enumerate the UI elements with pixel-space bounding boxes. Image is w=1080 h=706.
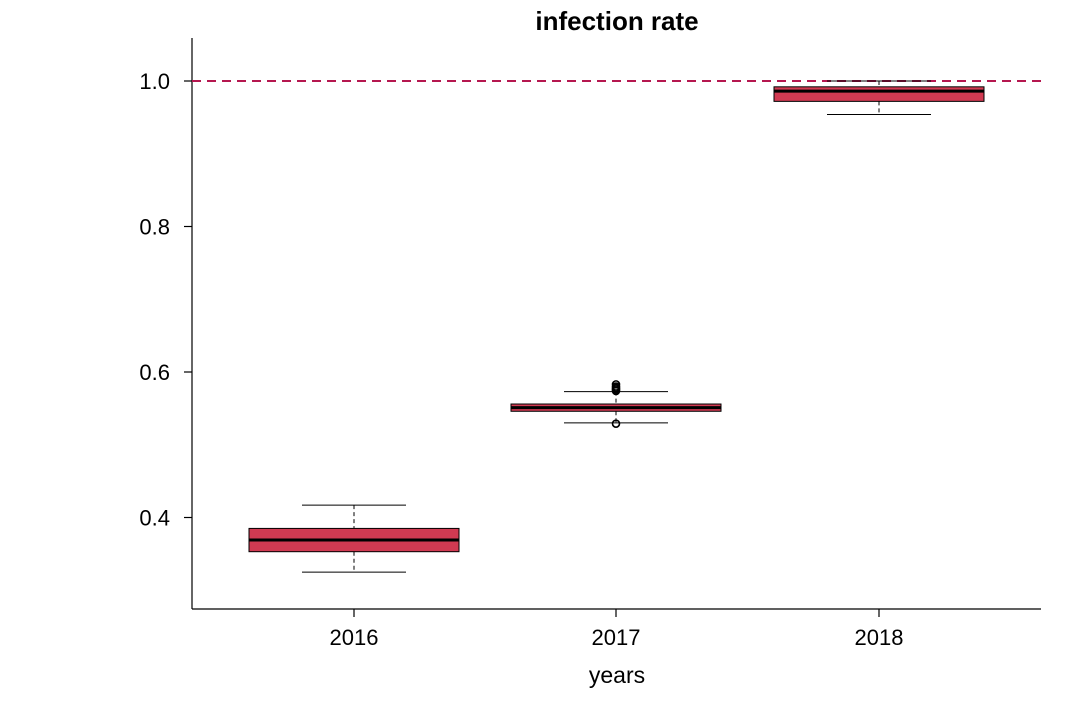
y-tick-label: 1.0 [139, 69, 170, 94]
y-tick-label: 0.6 [139, 360, 170, 385]
x-axis-label: years [589, 662, 645, 688]
y-tick-label: 0.8 [139, 215, 170, 240]
chart-title: infection rate [535, 6, 698, 36]
plot-area: 0.4 0.6 0.8 1.0 2016 2017 2018 [139, 38, 1041, 650]
y-tick-label: 0.4 [139, 506, 170, 531]
x-tick-label: 2018 [855, 625, 904, 650]
box-2018 [773, 86, 985, 102]
outlier-point [611, 419, 621, 428]
outlier-point [611, 380, 621, 389]
x-tick-label: 2016 [330, 625, 379, 650]
x-tick-label: 2017 [592, 625, 641, 650]
